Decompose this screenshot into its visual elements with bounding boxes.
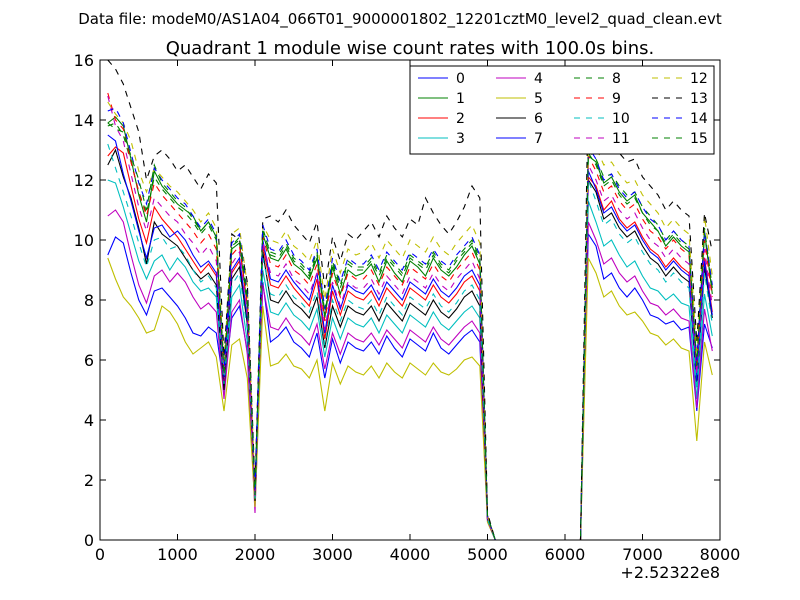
y-tick-label: 12	[74, 171, 94, 190]
x-tick-label: 6000	[545, 545, 586, 564]
legend-label: 13	[690, 91, 708, 107]
legend-label: 5	[534, 91, 543, 107]
legend-label: 7	[534, 131, 543, 147]
x-tick-label: 4000	[390, 545, 431, 564]
series-line-1	[107, 116, 713, 541]
y-tick-label: 4	[84, 411, 94, 430]
series-line-5	[107, 257, 713, 541]
x-tick-label: 5000	[467, 545, 508, 564]
y-tick-label: 2	[84, 471, 94, 490]
supertitle: Data file: modeM0/AS1A04_066T01_90000018…	[78, 10, 722, 29]
x-tick-label: 2000	[235, 545, 276, 564]
series-line-8	[107, 122, 713, 541]
y-tick-label: 0	[84, 531, 94, 550]
x-tick-label: 7000	[622, 545, 663, 564]
legend-label: 8	[612, 71, 621, 87]
series-line-14	[107, 107, 713, 541]
series-line-10	[107, 143, 713, 541]
x-offset-label: +2.52322e8	[620, 563, 720, 582]
series-line-0	[107, 232, 713, 541]
x-tick-label: 0	[95, 545, 105, 564]
legend-label: 12	[690, 71, 708, 87]
series-line-12	[107, 101, 713, 541]
legend-label: 15	[690, 131, 708, 147]
y-tick-label: 14	[74, 111, 94, 130]
series-line-2	[107, 146, 713, 541]
legend-label: 11	[612, 131, 630, 147]
legend-label: 3	[456, 131, 465, 147]
series-line-4	[107, 209, 713, 541]
series-line-9	[107, 92, 713, 541]
series-line-7	[107, 134, 713, 541]
x-tick-label: 8000	[700, 545, 741, 564]
legend-label: 10	[612, 111, 630, 127]
series-line-6	[107, 148, 713, 541]
legend-label: 1	[456, 91, 465, 107]
x-tick-label: 3000	[312, 545, 353, 564]
legend-label: 2	[456, 111, 465, 127]
y-tick-label: 16	[74, 51, 94, 70]
legend-label: 9	[612, 91, 621, 107]
y-tick-label: 8	[84, 291, 94, 310]
legend-box	[409, 65, 715, 155]
x-tick-label: 1000	[157, 545, 198, 564]
legend-label: 4	[534, 71, 543, 87]
series-line-11	[107, 95, 713, 541]
series-line-15	[107, 122, 713, 541]
legend-label: 6	[534, 111, 543, 127]
series-line-3	[107, 179, 713, 541]
legend-label: 14	[690, 111, 708, 127]
legend-label: 0	[456, 71, 465, 87]
chart-title: Quadrant 1 module wise count rates with …	[166, 38, 655, 59]
y-tick-label: 10	[74, 231, 94, 250]
axes: 0 1000 2000 3000 4000 5000 6000 7000 80000246810…	[74, 51, 741, 564]
y-tick-label: 6	[84, 351, 94, 370]
